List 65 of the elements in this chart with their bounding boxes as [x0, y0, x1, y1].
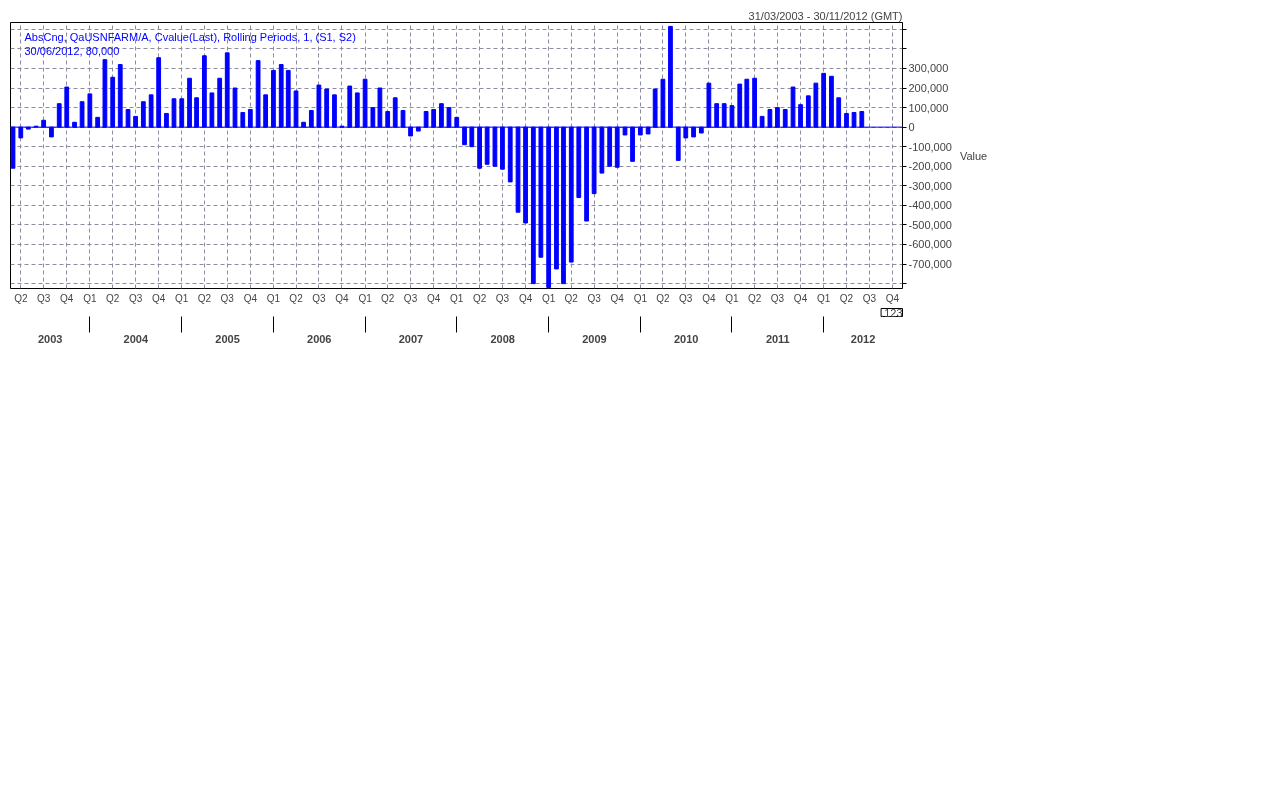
x-tick-label: Q4 — [243, 292, 258, 304]
x-tick-label: Q2 — [472, 292, 487, 304]
y-tick-label: 300,000 — [908, 62, 949, 75]
x-tick-label: Q4 — [702, 292, 716, 304]
x-tick-label: Q4 — [426, 292, 441, 304]
x-tick-label: Q3 — [220, 292, 235, 304]
text: 2008 — [490, 332, 515, 345]
x-tick-label: Q3 — [312, 292, 326, 304]
y-tick-label: -500,000 — [908, 218, 952, 231]
x-tick-label: Q1 — [266, 292, 281, 304]
text: 2003 — [37, 332, 63, 345]
x-tick-label: Q4 — [885, 292, 900, 304]
text: .123 — [881, 306, 903, 319]
x-tick-label: Q3 — [495, 292, 510, 304]
x-tick-label: Q2 — [14, 292, 28, 304]
x-tick-label: Q1 — [175, 292, 189, 304]
annotation: 30/06/2012, 80,000 — [24, 44, 120, 57]
x-tick-label: Q4 — [151, 292, 166, 304]
x-tick-label: Q1 — [83, 292, 97, 304]
x-tick-label: Q1 — [450, 292, 464, 304]
y-tick-label: -400,000 — [908, 199, 952, 212]
text: 2010 — [673, 332, 699, 345]
x-tick-label: Q2 — [197, 292, 212, 304]
y-tick-label: -300,000 — [908, 179, 952, 192]
x-tick-label: Q1 — [633, 292, 648, 304]
x-tick-label: Q3 — [36, 292, 51, 304]
x-tick-label: Q4 — [60, 292, 74, 304]
y-tick-label: 200,000 — [908, 82, 949, 95]
x-tick-label: Q1 — [541, 292, 556, 304]
x-tick-label: Q3 — [770, 292, 785, 304]
x-tick-label: Q2 — [656, 292, 671, 304]
x-tick-label: Q1 — [725, 292, 740, 304]
y-tick-label: 0 — [908, 121, 915, 134]
text: 2004 — [123, 332, 149, 345]
y-tick-label: 100,000 — [908, 101, 949, 114]
x-tick-label: Q2 — [289, 292, 304, 304]
y-axis-title: Value — [959, 149, 988, 162]
text: 2009 — [582, 332, 607, 345]
x-tick-label: Q4 — [610, 292, 625, 304]
y-tick-label: -200,000 — [908, 160, 952, 173]
x-tick-label: Q3 — [862, 292, 877, 304]
x-tick-label: Q2 — [564, 292, 579, 304]
text: 2007 — [398, 332, 424, 345]
x-tick-label: Q3 — [679, 292, 693, 304]
y-tick-label: -700,000 — [908, 258, 952, 271]
x-tick-label: Q2 — [839, 292, 854, 304]
x-tick-label: Q1 — [816, 292, 831, 304]
x-tick-label: Q4 — [518, 292, 533, 304]
x-tick-label: Q2 — [747, 292, 762, 304]
x-tick-label: Q3 — [403, 292, 418, 304]
x-tick-label: Q4 — [793, 292, 808, 304]
y-tick-label: -100,000 — [908, 140, 952, 153]
x-tick-label: Q3 — [587, 292, 602, 304]
text: 2005 — [215, 332, 240, 345]
x-tick-label: Q3 — [128, 292, 143, 304]
chart-subtitle: 31/03/2003 - 30/11/2012 (GMT) — [748, 9, 903, 22]
text: AbsCng, QaUSNFARM/A, Cvalue(Last), Rolling Periods, 1, (S1, S2) — [24, 30, 356, 43]
text: 2011 — [765, 332, 790, 345]
text: 2012 — [850, 332, 876, 345]
x-tick-label: Q4 — [335, 292, 350, 304]
x-tick-label: Q2 — [106, 292, 120, 304]
text: 2006 — [307, 332, 332, 345]
y-tick-label: -600,000 — [908, 238, 952, 251]
x-tick-label: Q2 — [381, 292, 395, 304]
x-tick-label: Q1 — [358, 292, 373, 304]
